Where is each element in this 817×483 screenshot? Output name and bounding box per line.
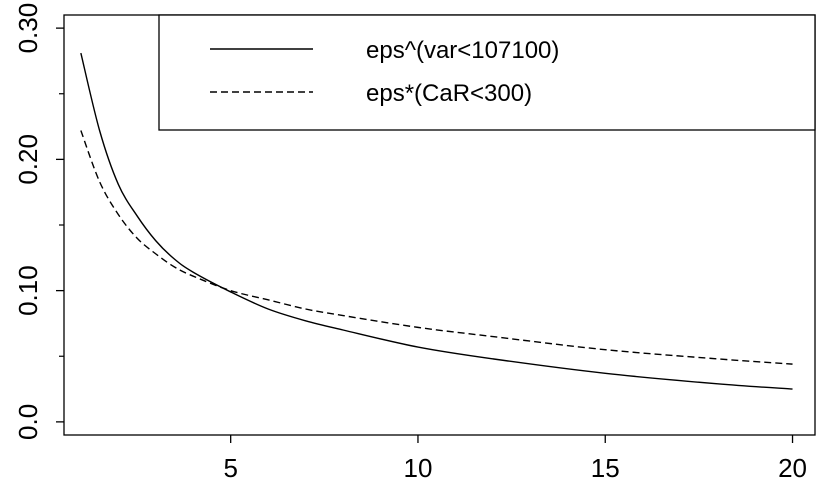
legend: eps^(var<107100) eps*(CaR<300) (158, 14, 816, 131)
y-tick-label: 0.20 (13, 134, 43, 185)
series-line-2 (80, 130, 793, 365)
x-tick-label: 10 (404, 453, 433, 483)
y-tick-label: 0.0 (13, 404, 43, 440)
x-tick-label: 15 (591, 453, 620, 483)
y-tick-label: 0.30 (13, 3, 43, 54)
legend-label-2: eps*(CaR<300) (366, 80, 532, 107)
legend-label-1: eps^(var<107100) (366, 37, 559, 64)
y-tick-label: 0.10 (13, 265, 43, 316)
series-layer (80, 52, 793, 390)
legend-box (158, 14, 816, 131)
x-tick-label: 20 (778, 453, 807, 483)
plot-axes: 5 10 15 20 0.0 0.10 0.20 0.30 (13, 3, 816, 483)
x-tick-label: 5 (223, 453, 237, 483)
series-line-1 (80, 52, 793, 390)
